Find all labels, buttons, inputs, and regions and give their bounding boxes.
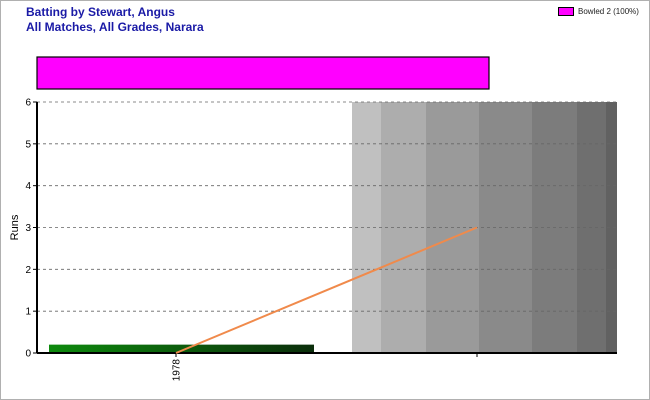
average-line [175, 226, 478, 354]
x-tick-label: 1978 [172, 359, 183, 382]
y-tick-label: 4 [25, 181, 31, 192]
y-tick-label: 3 [25, 223, 31, 234]
y-tick-label: 0 [25, 349, 31, 360]
legend-label: Bowled 2 (100%) [578, 6, 639, 16]
chart-title: Batting by Stewart, Angus [26, 5, 175, 19]
legend-swatch [558, 6, 574, 16]
shaded-band [606, 102, 617, 353]
y-tick-label: 5 [25, 139, 31, 150]
y-axis-title: Runs [9, 214, 21, 240]
y-tick-label: 2 [25, 265, 31, 276]
innings-bar [49, 344, 314, 353]
y-tick-label: 6 [25, 98, 31, 109]
legend: Bowled 2 (100%) [558, 5, 639, 17]
y-tick-label: 1 [25, 307, 31, 318]
summary-bar [36, 56, 490, 90]
chart-subtitle: All Matches, All Grades, Narara [26, 20, 204, 34]
